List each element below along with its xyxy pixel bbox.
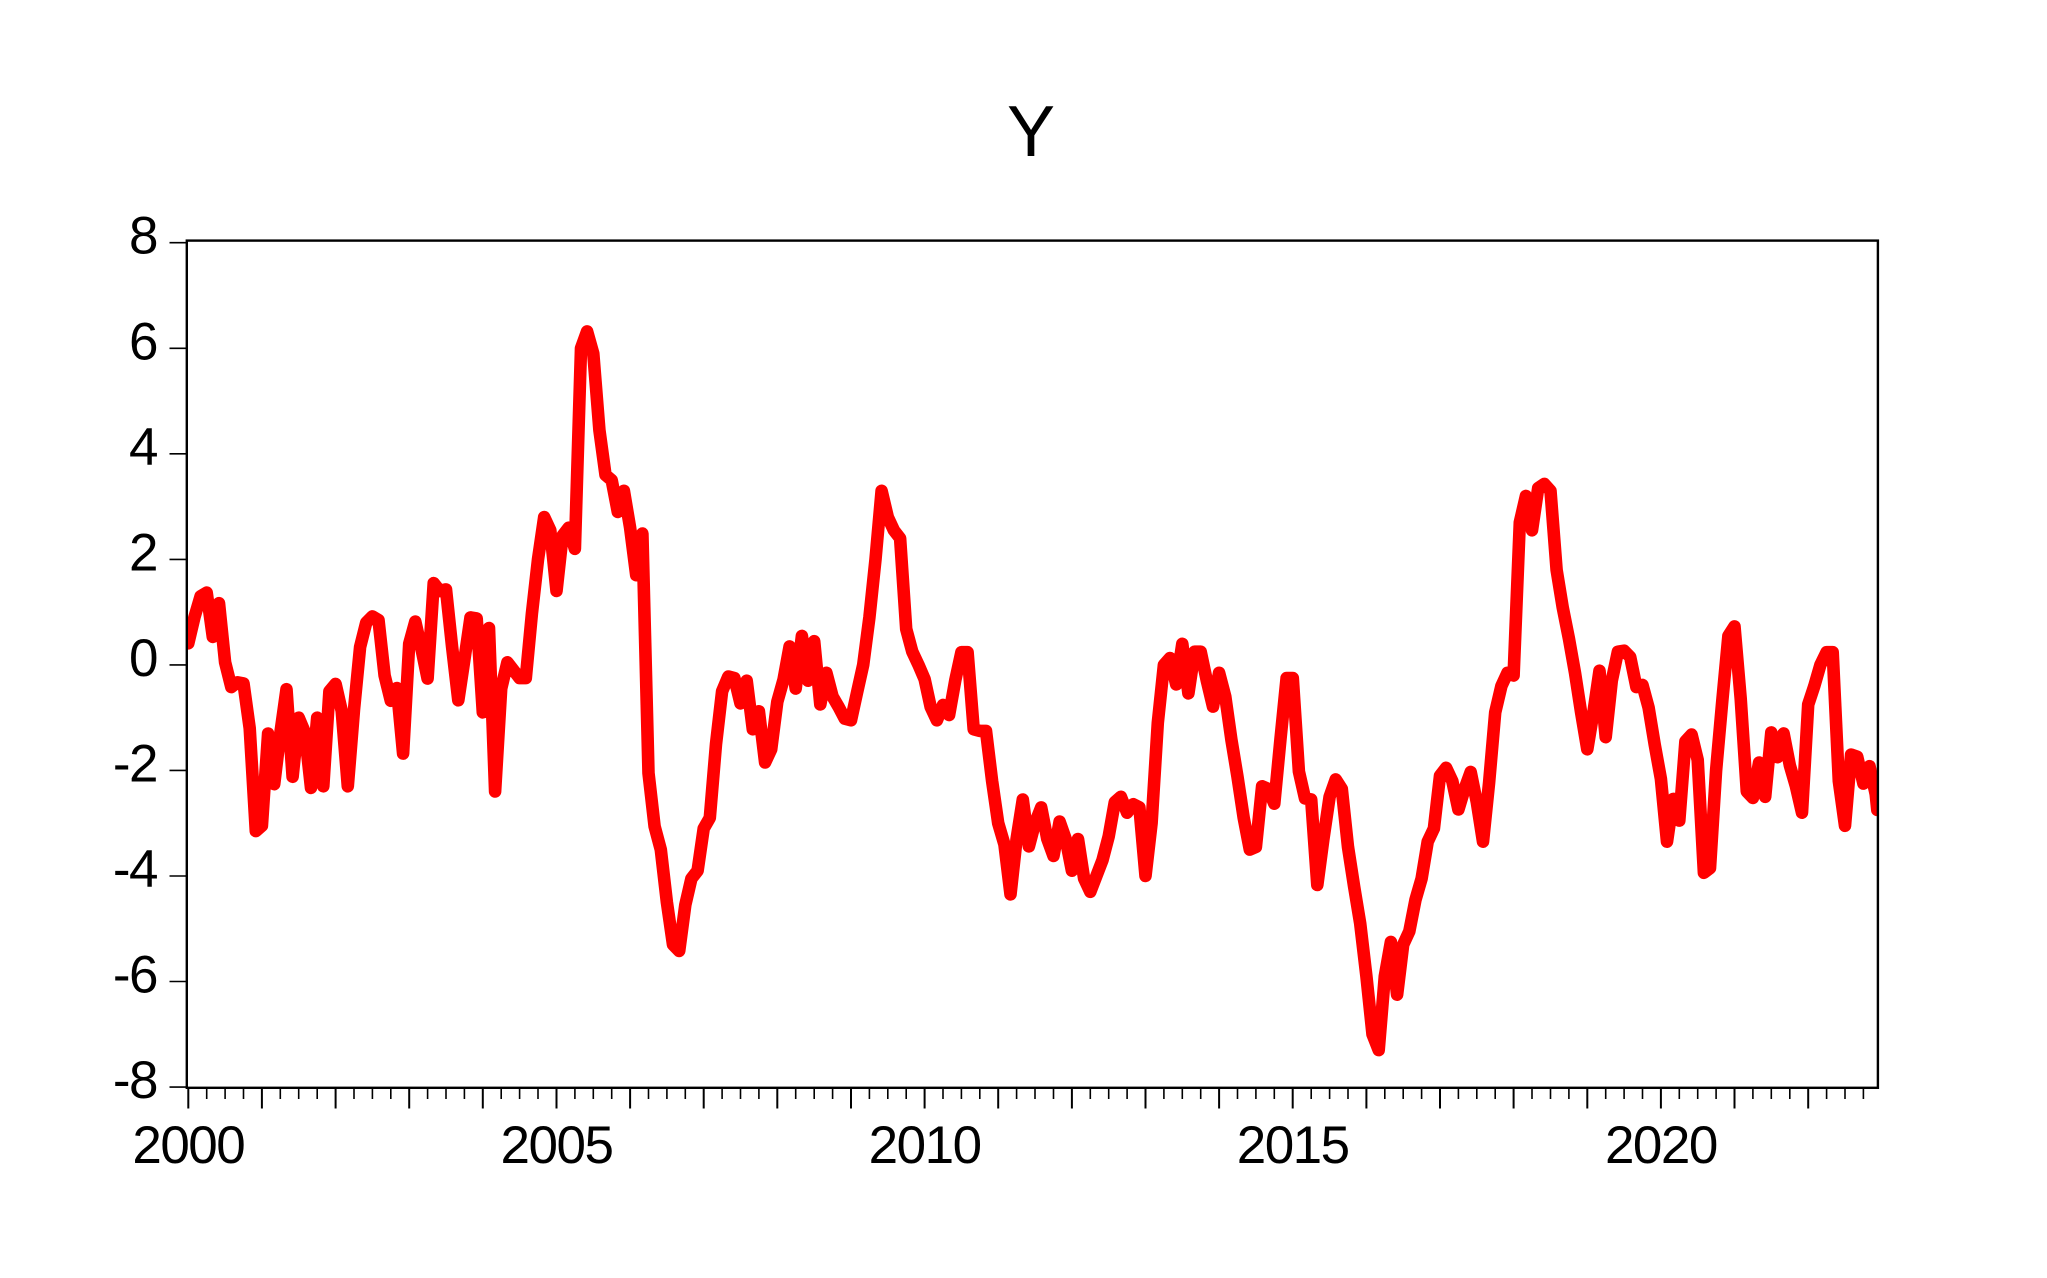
svg-text:6: 6 [129,312,157,371]
svg-text:Y: Y [1007,92,1055,172]
svg-text:2015: 2015 [1237,1116,1349,1175]
svg-text:2000: 2000 [132,1116,244,1175]
svg-text:2: 2 [129,523,157,582]
svg-text:-8: -8 [113,1051,157,1110]
svg-text:2020: 2020 [1605,1116,1717,1175]
svg-text:2010: 2010 [869,1116,981,1175]
svg-text:2005: 2005 [501,1116,613,1175]
svg-text:8: 8 [129,207,157,266]
svg-text:0: 0 [129,629,157,688]
svg-text:-2: -2 [113,734,157,793]
svg-text:-6: -6 [113,946,157,1005]
svg-text:4: 4 [129,418,157,477]
svg-text:-4: -4 [113,840,157,899]
